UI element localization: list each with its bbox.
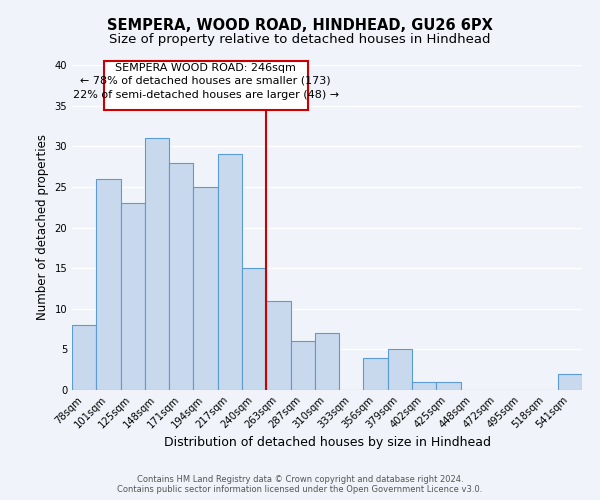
Y-axis label: Number of detached properties: Number of detached properties — [36, 134, 49, 320]
Text: SEMPERA, WOOD ROAD, HINDHEAD, GU26 6PX: SEMPERA, WOOD ROAD, HINDHEAD, GU26 6PX — [107, 18, 493, 32]
Bar — [290, 341, 315, 390]
Bar — [72, 325, 96, 390]
Bar — [121, 203, 145, 390]
Bar — [218, 154, 242, 390]
Text: Size of property relative to detached houses in Hindhead: Size of property relative to detached ho… — [109, 32, 491, 46]
Bar — [558, 374, 582, 390]
Bar — [193, 187, 218, 390]
Bar — [436, 382, 461, 390]
Bar — [364, 358, 388, 390]
Text: ← 78% of detached houses are smaller (173): ← 78% of detached houses are smaller (17… — [80, 76, 331, 86]
X-axis label: Distribution of detached houses by size in Hindhead: Distribution of detached houses by size … — [163, 436, 491, 449]
Text: Contains public sector information licensed under the Open Government Licence v3: Contains public sector information licen… — [118, 485, 482, 494]
Bar — [169, 162, 193, 390]
Bar — [96, 179, 121, 390]
Bar — [266, 300, 290, 390]
Bar — [242, 268, 266, 390]
Text: Contains HM Land Registry data © Crown copyright and database right 2024.: Contains HM Land Registry data © Crown c… — [137, 475, 463, 484]
Bar — [145, 138, 169, 390]
FancyBboxPatch shape — [104, 61, 308, 110]
Text: SEMPERA WOOD ROAD: 246sqm: SEMPERA WOOD ROAD: 246sqm — [115, 63, 296, 73]
Bar — [412, 382, 436, 390]
Text: 22% of semi-detached houses are larger (48) →: 22% of semi-detached houses are larger (… — [73, 90, 338, 100]
Bar — [388, 350, 412, 390]
Bar — [315, 333, 339, 390]
